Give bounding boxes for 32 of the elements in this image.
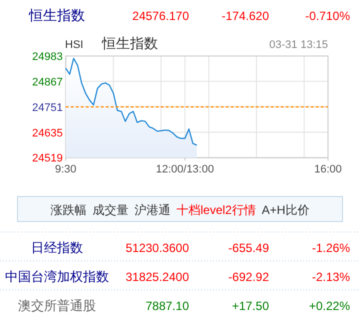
- chart-subtitle: 恒生指数: [101, 35, 158, 51]
- text: 51230.3600: [126, 241, 190, 255]
- y-tick-label: 24867: [32, 76, 63, 88]
- text: 日经指数: [31, 240, 83, 255]
- x-tick-label: 12:00/13:00: [156, 164, 214, 176]
- x-tick-label: 16:00: [314, 164, 342, 176]
- text: 中国台湾加权指数: [5, 269, 109, 284]
- y-tick-label: 24983: [32, 51, 63, 63]
- text: 7887.10: [146, 299, 190, 313]
- text: -1.26%: [312, 241, 350, 255]
- text: -692.92: [228, 270, 270, 284]
- text: +17.50: [232, 299, 270, 313]
- text: 沪港通: [134, 203, 170, 217]
- text: HSI: [65, 39, 84, 51]
- text: 24576.170: [132, 9, 190, 23]
- text: +0.22%: [308, 299, 350, 313]
- y-tick-label: 24751: [32, 102, 63, 114]
- text: 十档level2行情: [176, 203, 256, 217]
- text: A+H比价: [262, 203, 310, 217]
- chart-title: 恒生指数: [28, 7, 85, 23]
- y-tick-label: 24519: [32, 152, 63, 165]
- text: -174.620: [222, 9, 270, 23]
- y-tick-label: 24635: [32, 127, 63, 140]
- text: 31825.2400: [126, 270, 190, 284]
- text: 涨跌幅: [50, 203, 86, 217]
- text: -0.710%: [305, 9, 350, 23]
- text: 成交量: [92, 203, 128, 217]
- text: 03-31 13:15: [269, 39, 328, 51]
- text: -2.13%: [312, 270, 350, 284]
- text: -655.49: [228, 241, 270, 255]
- text: 澳交所普通股: [18, 298, 96, 313]
- x-tick-label: 9:30: [54, 164, 76, 176]
